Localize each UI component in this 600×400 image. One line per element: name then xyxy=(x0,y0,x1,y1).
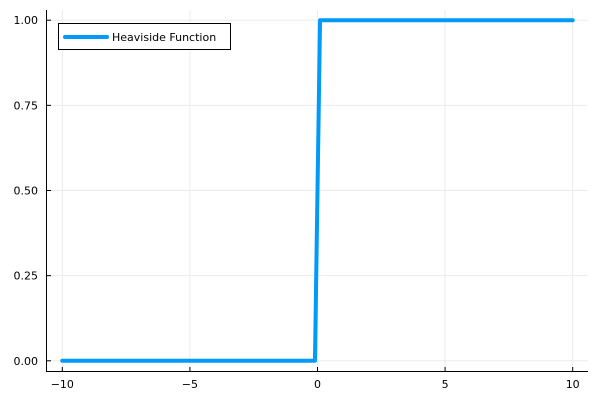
y-tick-label: 0.00 xyxy=(14,355,39,368)
axes xyxy=(46,10,588,372)
x-tick-label: −10 xyxy=(51,378,74,391)
y-tick-label: 0.25 xyxy=(14,270,39,283)
x-tick-label: 10 xyxy=(566,378,580,391)
x-tick-label: −5 xyxy=(182,378,198,391)
x-tick-label: 0 xyxy=(314,378,321,391)
x-tick-label: 5 xyxy=(442,378,449,391)
y-tick-label: 1.00 xyxy=(14,14,39,27)
legend-label: Heaviside Function xyxy=(112,31,216,44)
y-tick-label: 0.50 xyxy=(14,185,39,198)
y-tick-label: 0.75 xyxy=(14,99,39,112)
legend: Heaviside Function xyxy=(58,23,231,50)
series-line xyxy=(60,18,575,363)
series xyxy=(60,18,575,363)
ticks: −10 −5 0 5 10 0.00 0.25 0.50 0.75 1.00 xyxy=(14,14,580,391)
